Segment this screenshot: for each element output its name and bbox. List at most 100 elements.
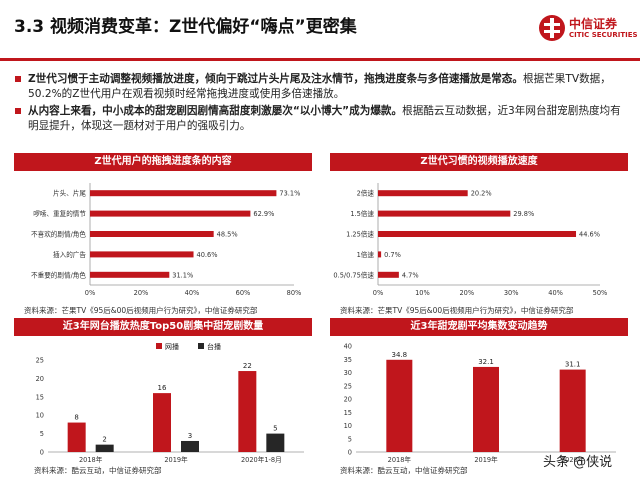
legend-swatch [156, 343, 162, 349]
bar [378, 251, 382, 258]
bullet-item: Z世代习惯于主动调整视频播放进度，倾向于跳过片头片尾及注水情节，拖拽进度条与多倍… [14, 72, 630, 102]
y-tick-label: 30 [344, 369, 352, 377]
y-tick-label: 0 [348, 449, 352, 457]
data-label: 73.1% [279, 190, 300, 198]
bullet-bold-text: Z世代习惯于主动调整视频播放进度，倾向于跳过片头片尾及注水情节，拖拽进度条与多倍… [28, 73, 523, 85]
episodes-chart-title: 近3年甜宠剧平均集数变动趋势 [330, 318, 628, 336]
data-label: 32.1 [478, 358, 494, 366]
y-tick-label: 5 [348, 435, 352, 443]
x-tick-label: 40% [548, 289, 563, 297]
data-label: 3 [188, 432, 192, 440]
category-label: 插入的广告 [53, 250, 86, 259]
drag-chart-title: Z世代用户的拖拽进度条的内容 [14, 153, 312, 171]
category-label: 不喜欢的剧情/角色 [31, 230, 86, 239]
bullet-text: 根据酷云互动数据，近3年网台甜宠剧热度均有明显提升，体现这一题材对于用户的强吸引… [28, 105, 621, 132]
x-tick-label: 2019年 [164, 455, 188, 464]
citic-logo: 中信证券 CITIC SECURITIES [538, 14, 638, 46]
x-tick-label: 20% [134, 289, 149, 297]
bar [378, 190, 468, 197]
data-label: 16 [158, 384, 167, 392]
x-tick-label: 80% [287, 289, 302, 297]
y-tick-label: 0 [40, 449, 44, 457]
x-tick-label: 40% [185, 289, 200, 297]
y-tick-label: 40 [344, 343, 352, 351]
bar [90, 210, 251, 217]
legend-label: 网播 [165, 342, 179, 351]
data-label: 0.7% [384, 251, 401, 259]
top50-chart-title: 近3年网台播放热度Top50剧集中甜宠剧数量 [14, 318, 312, 336]
bar [378, 271, 399, 278]
category-label: 啰嗦、重复的情节 [33, 209, 86, 218]
category-label: 1.25倍速 [346, 230, 374, 239]
episodes-chart-source: 资料来源：酷云互动，中信证券研究部 [340, 466, 468, 475]
category-label: 不重要的剧情/角色 [31, 270, 86, 279]
x-tick-label: 60% [236, 289, 251, 297]
y-tick-label: 10 [344, 422, 352, 430]
y-tick-label: 25 [344, 382, 352, 390]
logo-text-cn: 中信证券 [569, 17, 618, 31]
data-label: 31.1 [565, 361, 581, 369]
speed-chart: 2倍速 20.2% 1.5倍速 29.8% 1.25倍速 44.6% 1倍速 0.7% 0.5/… [333, 183, 608, 297]
bullet-bold-text: 从内容上来看，中小成本的甜宠剧因剧情高甜度刺激屡次“以小博大”成为爆款。 [28, 105, 403, 117]
drag-chart-source: 资料来源：芒果TV《95后&00后视频用户行为研究》，中信证券研究部 [24, 306, 258, 315]
x-tick-label: 2020年 [561, 455, 585, 464]
x-tick-label: 2020年1-8月 [241, 455, 282, 464]
x-tick-label: 50% [593, 289, 608, 297]
data-label: 5 [273, 425, 277, 433]
category-label: 1倍速 [357, 250, 375, 259]
category-label: 1.5倍速 [350, 209, 374, 218]
y-tick-label: 20 [36, 375, 44, 383]
y-tick-label: 15 [344, 409, 352, 417]
y-tick-label: 5 [40, 430, 44, 438]
bar [90, 190, 277, 197]
data-label: 62.9% [253, 210, 274, 218]
y-tick-label: 35 [344, 356, 352, 364]
data-label: 29.8% [513, 210, 534, 218]
drag-content-chart: 片头、片尾 73.1% 啰嗦、重复的情节 62.9% 不喜欢的剧情/角色 48.5% 插入的… [31, 183, 302, 297]
top50-count-chart: 0 5 10 15 20 25 8 2 2018年 16 3 2019年 22 5 2020年1-8月 网播 台… [36, 342, 304, 464]
x-tick-label: 0% [373, 289, 383, 297]
x-tick-label: 30% [504, 289, 519, 297]
bar [378, 231, 577, 237]
category-label: 片头、片尾 [53, 189, 86, 198]
x-tick-label: 2018年 [79, 455, 103, 464]
y-tick-label: 20 [344, 396, 352, 404]
watermark: 头条 @侠说 [543, 455, 613, 470]
bar [153, 393, 171, 452]
bar [266, 433, 285, 452]
x-tick-label: 0% [85, 289, 95, 297]
bar [386, 359, 413, 452]
bar [90, 271, 170, 278]
bar [95, 444, 114, 452]
bullet-text: 根据芒果TV数据，50.2%的Z世代用户在观看视频时经常拖拽进度或使用多倍速播放… [28, 73, 611, 100]
y-tick-label: 15 [36, 393, 44, 401]
data-label: 44.6% [579, 231, 600, 239]
data-label: 2 [102, 436, 106, 444]
bar [238, 371, 257, 452]
legend-swatch [198, 343, 204, 349]
category-label: 2倍速 [357, 189, 375, 198]
data-label: 40.6% [197, 251, 218, 259]
bar [67, 422, 86, 452]
bar [473, 366, 499, 452]
top50-chart-source: 资料来源：酷云互动，中信证券研究部 [34, 466, 162, 475]
x-tick-label: 2019年 [474, 455, 498, 464]
citic-emblem-icon [539, 15, 565, 41]
data-label: 31.1% [172, 271, 193, 279]
x-tick-label: 10% [415, 289, 430, 297]
logo-text-en: CITIC SECURITIES [569, 31, 638, 39]
bar [378, 210, 511, 217]
x-tick-label: 2018年 [388, 455, 412, 464]
data-label: 20.2% [471, 190, 492, 198]
page-title: 3.3 视频消费变革：Z世代偏好“嗨点”更密集 [14, 17, 357, 37]
data-label: 34.8 [392, 351, 408, 359]
x-tick-label: 20% [459, 289, 474, 297]
legend-label: 台播 [207, 342, 221, 351]
y-tick-label: 10 [36, 412, 44, 420]
data-label: 48.5% [217, 231, 238, 239]
header-rule [0, 58, 640, 61]
bar [559, 369, 586, 452]
data-label: 22 [243, 362, 252, 370]
bullet-item: 从内容上来看，中小成本的甜宠剧因剧情高甜度刺激屡次“以小博大”成为爆款。根据酷云… [14, 104, 630, 134]
bar [90, 251, 194, 258]
